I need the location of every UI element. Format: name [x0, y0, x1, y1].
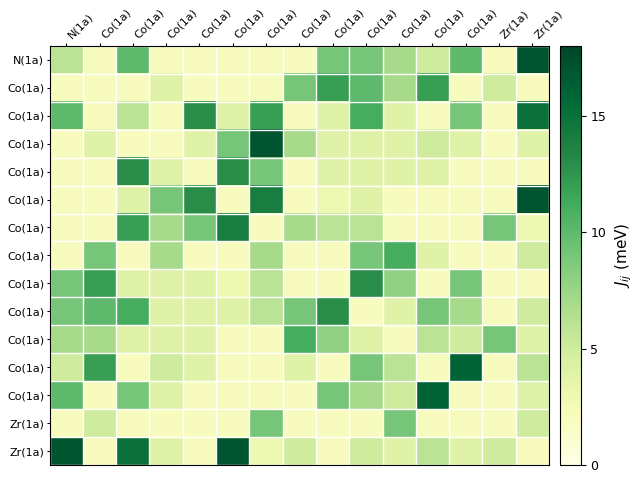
Y-axis label: $\mathit{J}_{ij}$ (meV): $\mathit{J}_{ij}$ (meV) [613, 223, 634, 288]
